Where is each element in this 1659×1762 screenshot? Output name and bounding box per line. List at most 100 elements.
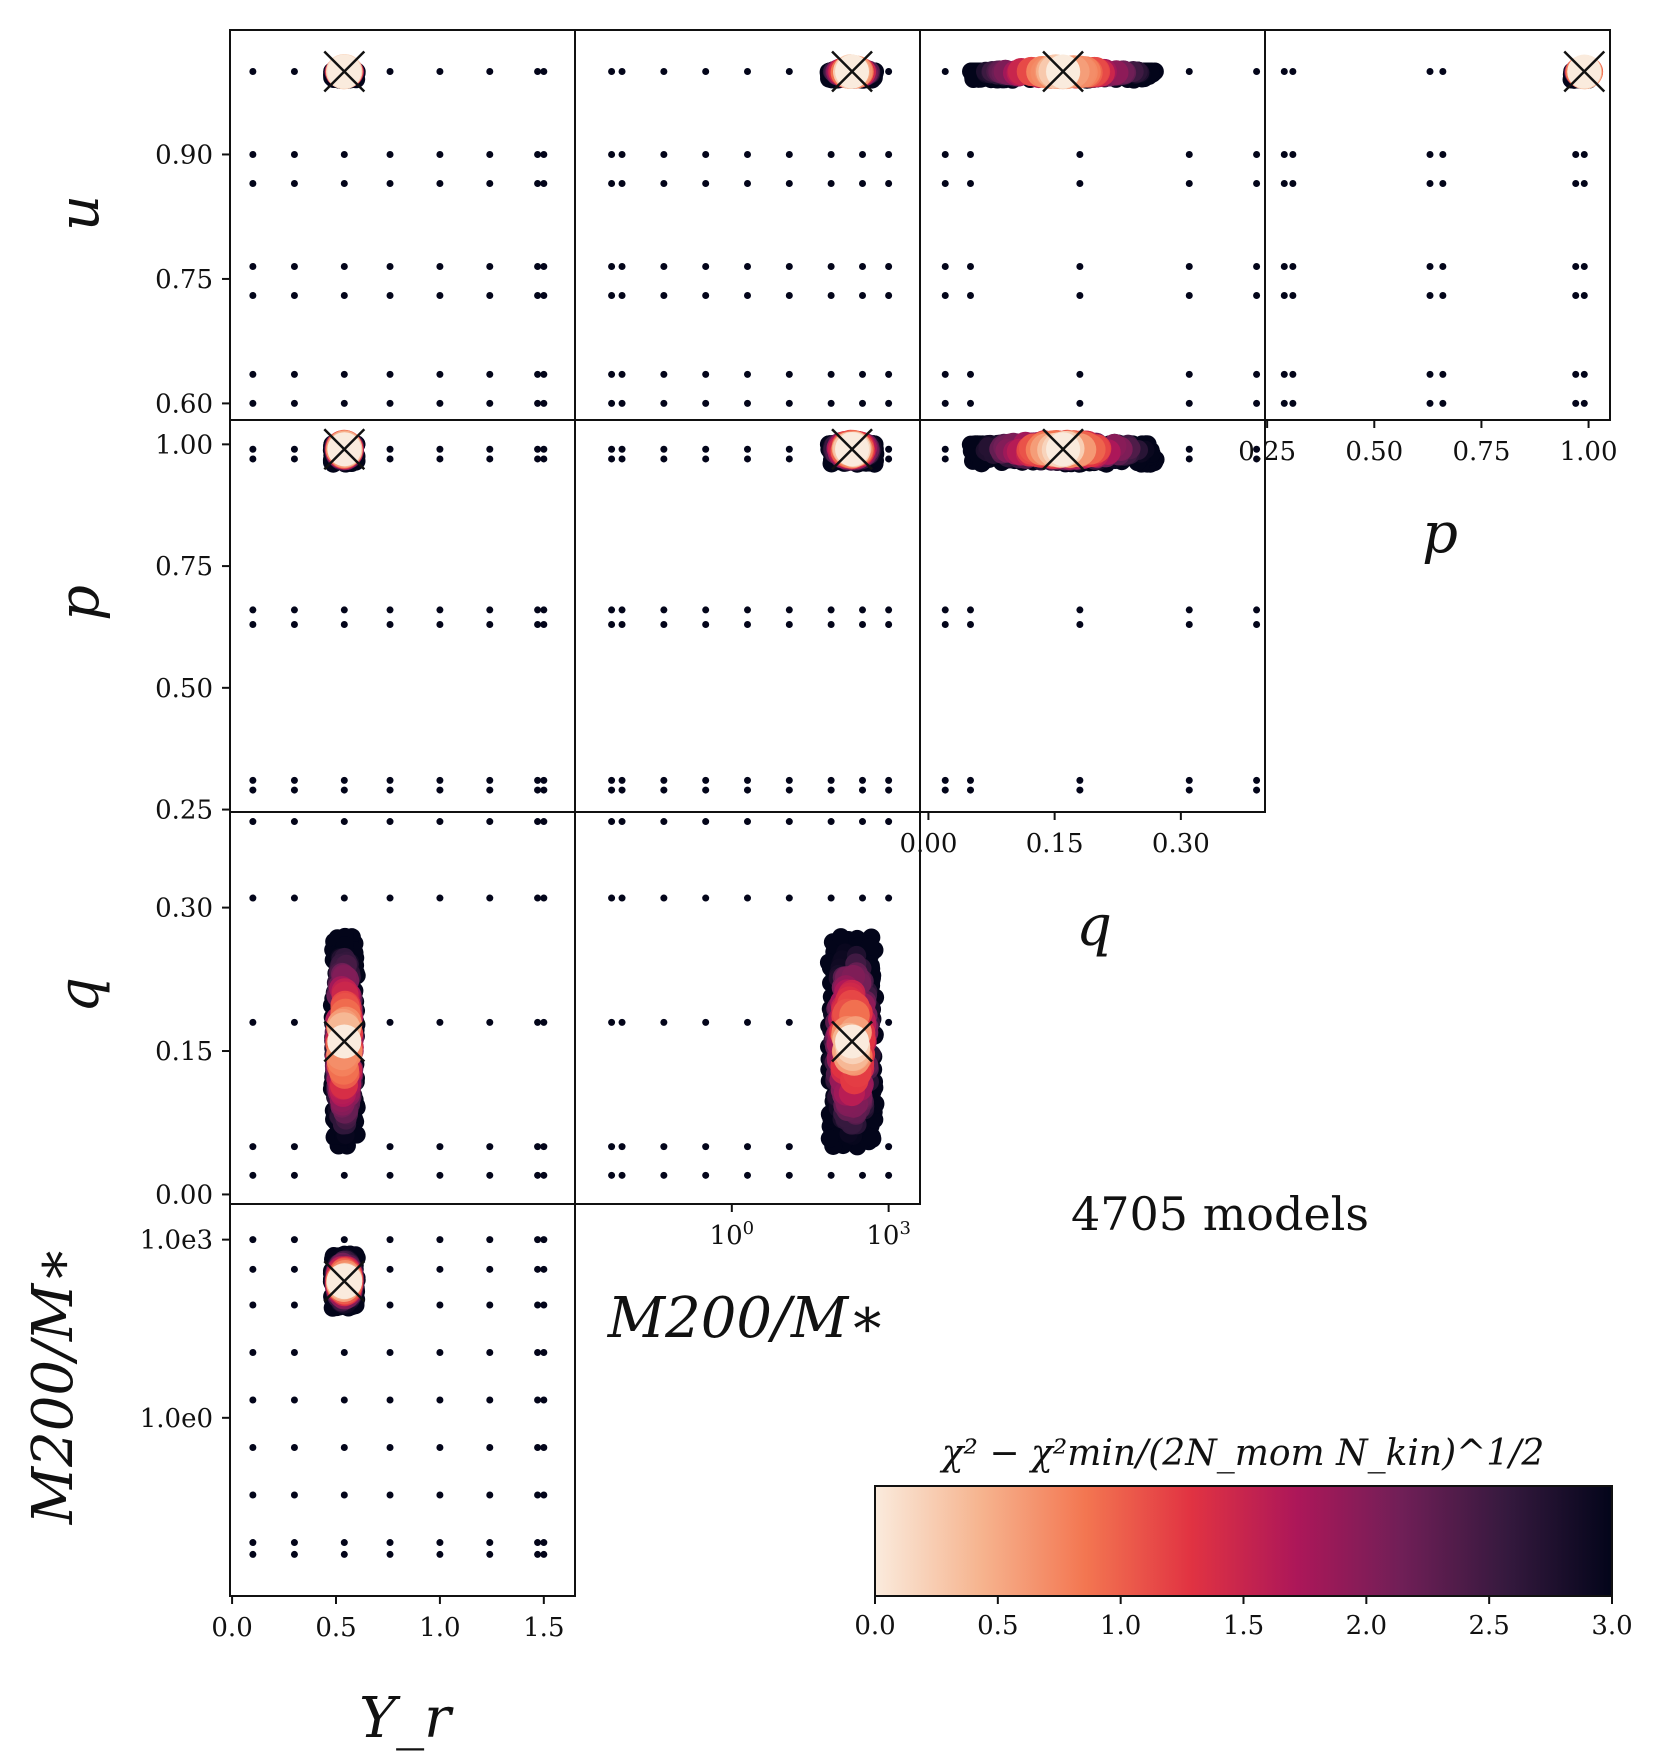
grid-point (436, 1550, 444, 1558)
y-tick-label: 0.30 (155, 894, 213, 924)
grid-point (534, 455, 542, 463)
grid-point (859, 399, 866, 407)
grid-point (941, 150, 949, 158)
grid-point (966, 292, 974, 300)
grid-point (386, 292, 394, 300)
q-axis-label-left: q (47, 977, 112, 1013)
grid-point (534, 818, 542, 826)
grid-point (785, 455, 793, 463)
y-tick-label: 1.0e3 (140, 1226, 213, 1256)
grid-point (859, 292, 866, 300)
grid-point (785, 818, 793, 826)
grid-point (702, 262, 710, 270)
grid-point (486, 1491, 494, 1499)
grid-point (1185, 455, 1193, 463)
grid-point (785, 1171, 793, 1179)
grid-point (340, 1171, 348, 1179)
grid-point (540, 445, 548, 453)
grid-point (540, 262, 548, 270)
grid-point (1253, 150, 1261, 158)
grid-point (486, 370, 494, 378)
panel-p-vs-upsilon (249, 428, 548, 794)
grid-point (290, 1396, 298, 1404)
grid-point (534, 1396, 542, 1404)
grid-point (534, 445, 542, 453)
colorbar-tick-label: 2.5 (1468, 1611, 1509, 1641)
grid-point (941, 292, 949, 300)
grid-point (744, 894, 751, 902)
grid-point (859, 606, 866, 614)
grid-point (436, 1396, 444, 1404)
grid-point (1289, 399, 1297, 407)
grid-point (1185, 370, 1193, 378)
y-tick-label: 0.00 (155, 1180, 213, 1210)
grid-point (859, 262, 866, 270)
grid-point (660, 606, 668, 614)
panel-frame (1264, 29, 1611, 421)
grid-point (340, 1396, 348, 1404)
grid-point (290, 1018, 298, 1026)
grid-point (486, 1236, 494, 1244)
grid-point (436, 1348, 444, 1356)
grid-point (436, 1539, 444, 1547)
grid-point (249, 1539, 257, 1547)
grid-point (827, 1171, 835, 1179)
grid-point (249, 1550, 257, 1558)
grid-point (618, 292, 626, 300)
grid-point (885, 1171, 893, 1179)
grid-point (540, 1444, 548, 1452)
grid-point (290, 67, 298, 75)
grid-point (1185, 180, 1193, 188)
grid-point (744, 370, 751, 378)
grid-point (827, 370, 835, 378)
grid-point (534, 150, 542, 158)
ticks-layer: 0.60 0.75 0.90 0.25 0.50 0.75 1.00 0.00 0.15 0.30… (140, 140, 1618, 1643)
panel-frame (229, 419, 576, 813)
u-axis-label: u (47, 195, 112, 231)
grid-point (618, 818, 626, 826)
grid-point (540, 1143, 548, 1151)
grid-point (660, 262, 668, 270)
grid-point (618, 786, 626, 794)
grid-point (486, 1018, 494, 1026)
grid-point (486, 150, 494, 158)
grid-point (290, 399, 298, 407)
grid-point (436, 292, 444, 300)
grid-point (966, 150, 974, 158)
grid-point (340, 1539, 348, 1547)
grid-point (534, 786, 542, 794)
grid-point (340, 180, 348, 188)
grid-point (290, 1491, 298, 1499)
grid-point (486, 894, 494, 902)
grid-point (249, 894, 257, 902)
grid-point (386, 1265, 394, 1273)
grid-point (534, 1301, 542, 1309)
grid-point (290, 445, 298, 453)
grid-point (534, 399, 542, 407)
grid-point (340, 1550, 348, 1558)
grid-point (702, 1171, 710, 1179)
q-axis-label-bottom: q (1076, 894, 1112, 959)
grid-point (486, 621, 494, 629)
colorbar-tick-label: 0.5 (977, 1611, 1018, 1641)
grid-point (486, 606, 494, 614)
grid-point (534, 1265, 542, 1273)
grid-point (540, 1550, 548, 1558)
mass-axis-label-bottom: M200/M∗ (607, 1286, 887, 1351)
grid-point (534, 1550, 542, 1558)
grid-point (340, 1444, 348, 1452)
grid-point (941, 786, 949, 794)
grid-point (386, 1539, 394, 1547)
y-tick-label: 1.00 (155, 430, 213, 460)
grid-point (249, 1396, 257, 1404)
grid-point (1076, 180, 1084, 188)
grid-point (608, 370, 616, 378)
grid-point (340, 606, 348, 614)
grid-point (785, 1143, 793, 1151)
grid-point (486, 180, 494, 188)
grid-point (608, 150, 616, 158)
grid-point (941, 455, 949, 463)
grid-point (608, 818, 616, 826)
grid-point (966, 180, 974, 188)
grid-point (540, 621, 548, 629)
